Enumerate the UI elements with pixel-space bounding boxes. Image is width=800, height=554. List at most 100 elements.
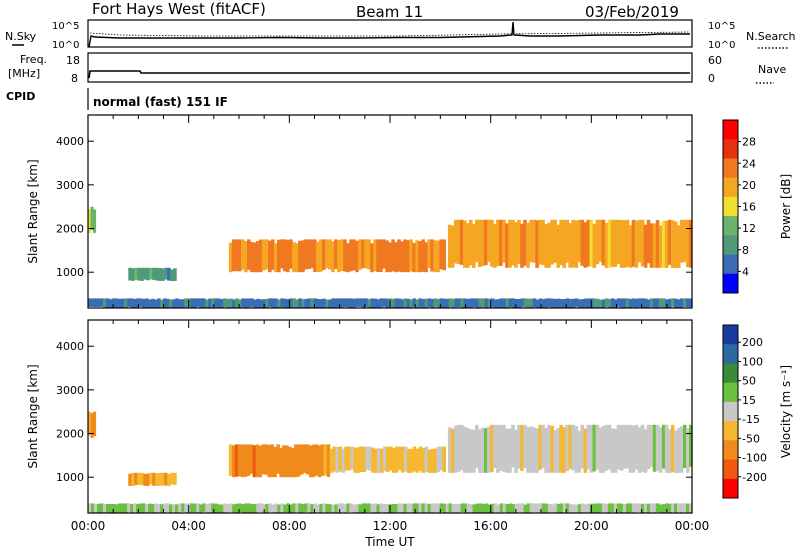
echo-cell [665,503,669,512]
echo-cell [686,298,690,308]
echo-cell [436,299,441,308]
echo-cell [668,503,672,513]
echo-cell [88,209,92,233]
echo-cell [262,299,266,308]
colorbar-tick-label: 4 [742,265,749,278]
echo-cell [349,239,353,272]
echo-cell [640,503,645,513]
echo-cell [490,298,495,308]
echo-cell [326,444,331,477]
echo-cell [484,298,489,308]
echo-cell [580,424,585,469]
echo-cell [439,298,444,308]
echo-cell [325,503,329,513]
colorbar-segment [723,421,738,441]
echo-cell [301,504,305,513]
echo-cell [541,299,546,308]
x-tick-label: 00:00 [675,519,710,533]
echo-cell [172,504,176,513]
echo-cell [643,429,648,473]
echo-cell [574,298,579,307]
echo-cell [610,219,615,267]
echo-cell [112,298,116,308]
echo-cell [374,448,378,473]
echo-region-4 [447,219,693,268]
echo-cell [664,424,669,473]
y-tick-label: 4000 [56,135,84,148]
echo-cell [634,220,639,268]
echo-cell [625,298,630,308]
cpid-label: CPID [6,90,35,103]
colorbar-segment [723,177,738,198]
echo-cell [100,503,104,513]
echo-cell [541,219,545,266]
panel-frame [87,114,693,309]
colorbar-segment [723,363,738,384]
frequency-panel: Freq. [MHz] 18 8 60 0 Nave [8,52,786,85]
echo-cell [556,503,561,513]
noise-search-tick-top: 10^5 [708,21,735,32]
echo-cell [199,298,203,308]
echo-cell [568,223,572,268]
echo-cell [322,298,326,308]
echo-cell [289,239,293,269]
echo-cell [400,503,405,513]
echo-cell [149,472,153,485]
echo-cell [196,298,200,307]
echo-cell [469,429,473,473]
echo-cell [439,446,443,471]
echo-cell [337,298,341,308]
echo-cell [646,503,651,513]
echo-cell [628,225,633,268]
echo-cell [286,503,290,513]
echo-cell [238,503,242,512]
echo-cell [356,447,360,473]
echo-cell [625,219,630,268]
noise-sky-label: N.Sky [5,30,37,43]
echo-cell [167,267,171,281]
echo-cell [223,503,227,513]
echo-cell [453,425,458,473]
echo-cell [139,298,143,307]
echo-cell [143,473,147,486]
echo-cell [334,504,338,513]
echo-cell [453,219,458,264]
echo-cell [460,503,465,512]
echo-cell [493,503,498,512]
echo-cell [319,299,323,308]
echo-cell [583,504,588,513]
echo-cell [637,298,642,308]
echo-cell [652,424,657,472]
echo-cell [193,503,197,513]
echo-cell [158,472,162,486]
colorbar-segment [723,235,738,256]
echo-cell [517,299,522,308]
echo-cell [466,503,471,513]
echo-cell [271,298,275,308]
echo-cell [109,299,113,308]
echo-cell [511,504,516,513]
echo-cell [169,504,173,513]
colorbar-tick-label: 20 [742,179,756,192]
echo-cell [137,267,141,281]
colorbar-tick-label: 8 [742,244,749,257]
echo-cell [403,503,408,513]
echo-cell [490,503,495,513]
echo-cell [529,219,533,263]
noise-search-label: N.Search [746,30,796,43]
echo-cell [442,503,447,513]
echo-cell [292,503,296,513]
echo-cell [421,503,426,513]
echo-cell [350,446,354,470]
echo-cell [571,424,575,471]
echo-cell [520,223,524,268]
echo-cell [128,473,132,486]
echo-cell [511,219,515,266]
echo-cell [680,503,684,513]
echo-cell [335,446,340,473]
colorbar: 200 100 50 15 -15 -50 -100 -200 Velocity [m s⁻¹] [722,324,793,499]
echo-cell [295,503,299,513]
echo-cell [310,239,314,269]
echo-cell [415,299,420,308]
cpid-panel: CPID normal (fast) 151 IF [6,88,228,110]
